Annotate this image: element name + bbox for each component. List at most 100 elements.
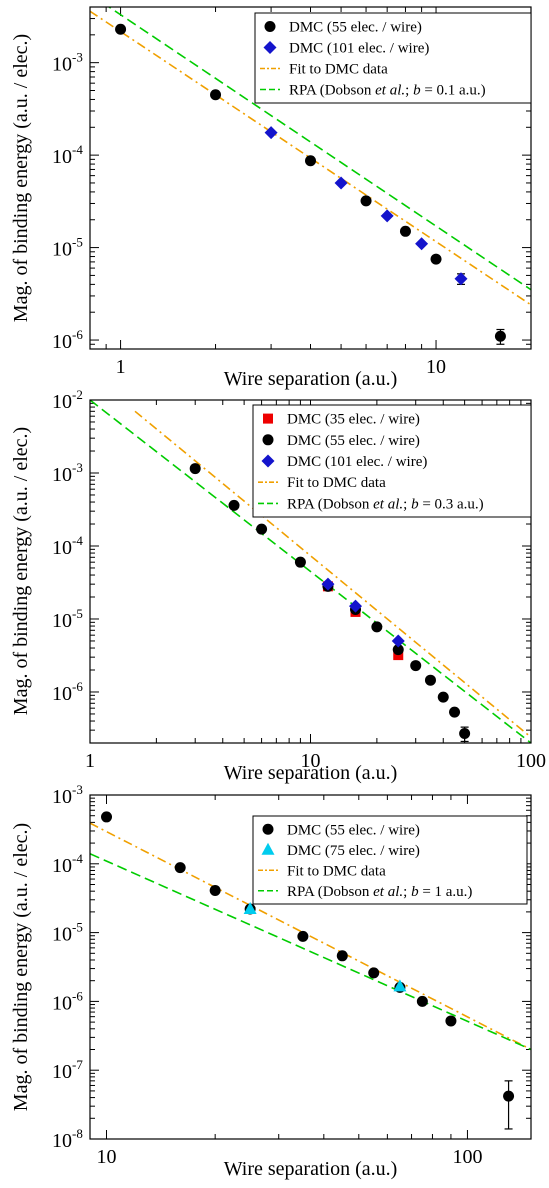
series-diamond <box>264 126 468 286</box>
data-point <box>371 621 383 633</box>
x-axis-label: Wire separation (a.u.) <box>224 1158 398 1180</box>
y-tick-label: 10-3 <box>52 50 83 76</box>
legend-marker <box>264 21 276 32</box>
plot-area <box>90 811 531 1130</box>
panel-3: 10 100 10-8 10-7 10-6 10-5 10-4 10-3 Wire separa… <box>10 782 532 1180</box>
data-point <box>243 902 257 915</box>
data-point <box>368 967 380 979</box>
x-tick-label: 1 <box>85 750 95 772</box>
x-tick-label: 10 <box>301 750 321 772</box>
data-point <box>228 499 240 511</box>
legend-marker <box>262 823 274 835</box>
legend-label: DMC (101 elec. / wire) <box>289 41 429 57</box>
data-point <box>189 463 201 475</box>
y-tick-label: 10-8 <box>52 1126 83 1152</box>
fit-line <box>90 822 531 1051</box>
data-point <box>454 272 468 286</box>
legend: DMC (35 elec. / wire) DMC (55 elec. / wir… <box>252 404 532 518</box>
data-point <box>415 237 429 251</box>
legend-label: DMC (55 elec. / wire) <box>287 433 420 449</box>
legend-marker <box>261 454 275 468</box>
data-point <box>334 176 348 190</box>
plot-frame <box>89 794 532 1140</box>
data-point <box>336 950 348 962</box>
y-tick-label: 10-3 <box>52 782 83 808</box>
legend-marker <box>261 842 275 855</box>
legend-label: DMC (55 elec. / wire) <box>287 822 420 838</box>
series-circle <box>115 23 506 345</box>
fit-line <box>90 10 531 306</box>
ticks <box>89 794 531 1140</box>
x-tick-label: 1 <box>116 356 126 378</box>
data-point <box>424 674 436 686</box>
plot-area <box>90 7 531 345</box>
y-tick-label: 10-4 <box>52 851 83 877</box>
legend-box <box>252 404 532 518</box>
data-point <box>380 209 394 223</box>
y-tick-label: 10-6 <box>52 988 83 1014</box>
data-point <box>174 862 186 874</box>
data-point <box>430 253 442 265</box>
panel-2: 1 10 100 10-6 10-5 10-4 10-3 10-2 Wire separatio… <box>10 387 546 784</box>
data-point <box>297 930 309 942</box>
y-axis-label: Mag. of binding energy (a.u. / elec.) <box>10 427 32 715</box>
legend-box <box>254 12 532 104</box>
x-axis-label: Wire separation (a.u.) <box>224 368 398 390</box>
data-point <box>305 155 316 167</box>
legend-label: Fit to DMC data <box>287 863 386 879</box>
legend-box <box>252 815 528 905</box>
data-point <box>494 330 506 342</box>
series-diamond <box>321 577 405 648</box>
y-axis-label: Mag. of binding energy (a.u. / elec.) <box>10 823 32 1111</box>
y-tick-label: 10-7 <box>52 1057 83 1083</box>
data-point <box>209 884 221 896</box>
data-point <box>459 727 471 739</box>
legend: DMC (55 elec. / wire) DMC (75 elec. / wir… <box>252 815 528 905</box>
legend-label: Fit to DMC data <box>289 62 388 78</box>
x-axis-label: Wire separation (a.u.) <box>224 762 398 784</box>
data-point <box>210 89 222 101</box>
data-point <box>101 811 113 823</box>
legend-label: Fit to DMC data <box>287 475 386 491</box>
y-tick-label: 10-5 <box>52 920 83 946</box>
rpa-line <box>90 853 531 1051</box>
legend-label: RPA (Dobson et al.; b = 0.1 a.u.) <box>289 83 486 99</box>
y-tick-label: 10-2 <box>52 387 83 413</box>
legend-marker <box>263 413 273 424</box>
data-point <box>360 195 372 207</box>
rpa-line <box>107 7 531 291</box>
legend-label: DMC (35 elec. / wire) <box>287 412 420 428</box>
data-point <box>294 556 306 568</box>
legend-label: RPA (Dobson et al.; b = 0.3 a.u.) <box>287 496 484 512</box>
y-tick-label: 10-6 <box>52 679 83 705</box>
y-tick-label: 10-5 <box>52 606 83 632</box>
legend-marker <box>263 41 277 54</box>
plot-area <box>90 400 531 743</box>
data-point <box>503 1090 515 1102</box>
series-triangle <box>243 902 407 992</box>
plot-frame <box>89 399 532 744</box>
y-tick-label: 10-3 <box>52 460 83 486</box>
data-point <box>321 577 335 591</box>
legend-label: DMC (101 elec. / wire) <box>287 454 427 470</box>
plot-frame <box>89 6 532 350</box>
x-tick-label: 10 <box>97 1146 117 1168</box>
data-point <box>391 634 405 648</box>
legend-marker <box>262 434 274 446</box>
data-point <box>416 995 428 1007</box>
legend-label: RPA (Dobson et al.; b = 1 a.u.) <box>287 884 472 900</box>
series-square <box>322 581 404 661</box>
x-tick-label: 10 <box>426 356 446 378</box>
legend-label: DMC (75 elec. / wire) <box>287 843 420 859</box>
y-tick-label: 10-4 <box>52 533 83 559</box>
y-tick-label: 10-6 <box>52 327 83 353</box>
data-point <box>445 1015 457 1027</box>
data-point <box>256 523 268 535</box>
data-point <box>399 225 411 237</box>
data-point <box>449 706 461 718</box>
data-point <box>264 126 278 140</box>
legend: DMC (55 elec. / wire) DMC (101 elec. / wi… <box>254 12 532 104</box>
y-axis-label: Mag. of binding energy (a.u. / elec.) <box>10 34 32 322</box>
legend-label: DMC (55 elec. / wire) <box>289 20 422 36</box>
